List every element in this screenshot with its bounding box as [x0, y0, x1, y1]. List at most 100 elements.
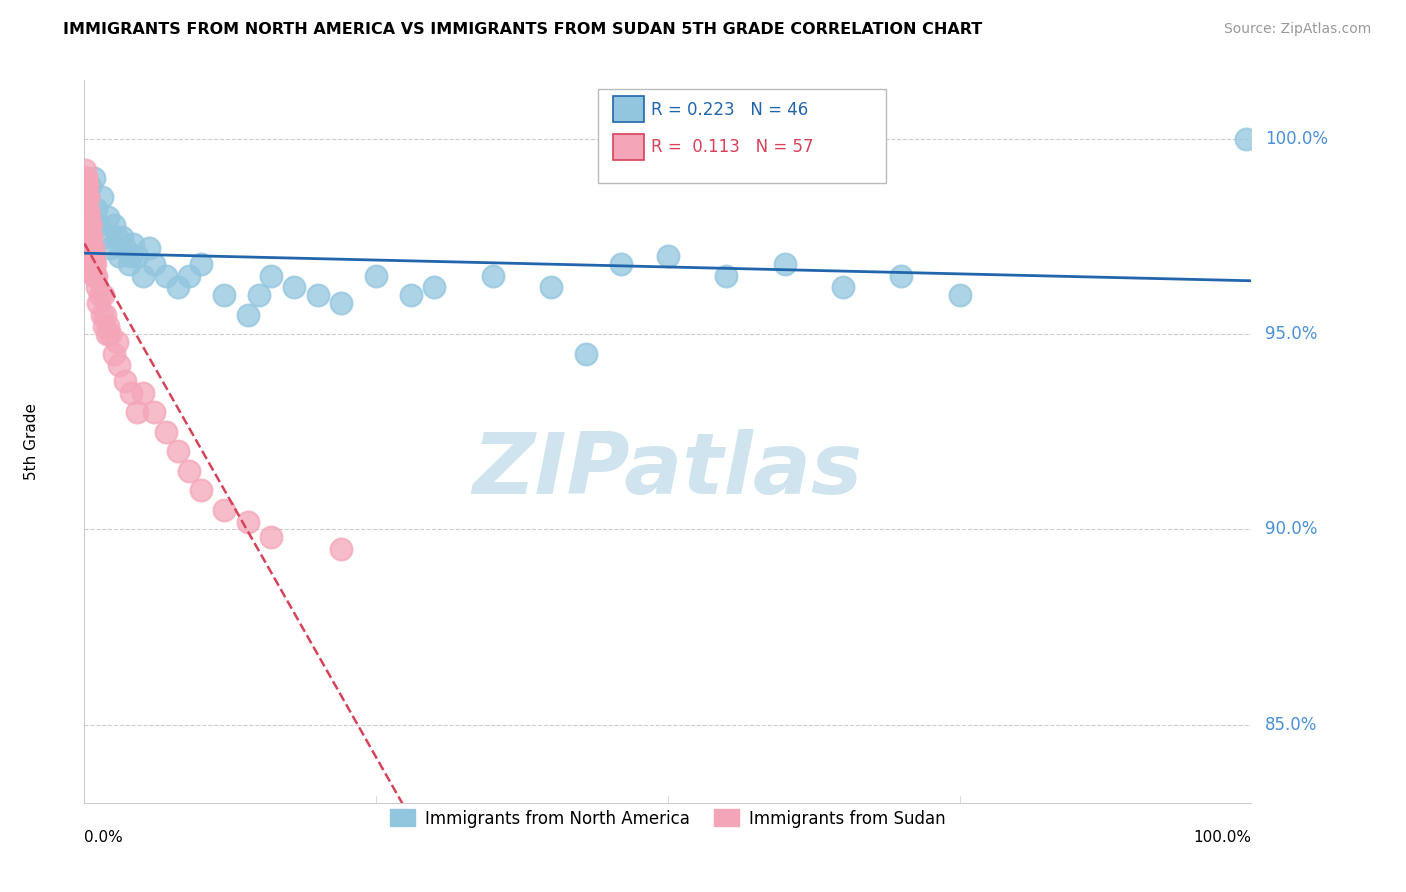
Point	[482, 268, 505, 283]
Point	[423, 280, 446, 294]
Point	[103, 218, 125, 232]
Point	[94, 308, 117, 322]
Text: 85.0%: 85.0%	[1265, 715, 1317, 734]
Point	[80, 249, 103, 263]
Point	[75, 170, 97, 185]
Point	[75, 178, 97, 193]
Point	[166, 444, 188, 458]
Point	[79, 241, 101, 255]
Point	[575, 346, 598, 360]
Point	[190, 483, 212, 498]
Point	[108, 249, 131, 263]
Point	[79, 218, 101, 232]
Point	[138, 241, 160, 255]
Point	[890, 268, 912, 283]
Point	[716, 268, 738, 283]
Point	[87, 218, 110, 232]
Point	[90, 308, 112, 322]
Point	[330, 541, 353, 556]
Point	[773, 257, 796, 271]
Point	[214, 503, 236, 517]
Point	[75, 190, 97, 204]
Point	[91, 288, 114, 302]
Text: 0.0%: 0.0%	[84, 830, 124, 845]
Point	[75, 170, 97, 185]
Point	[120, 385, 142, 400]
Point	[76, 178, 98, 193]
Point	[236, 308, 259, 322]
Legend: Immigrants from North America, Immigrants from Sudan: Immigrants from North America, Immigrant…	[382, 803, 953, 834]
Point	[125, 405, 148, 419]
Point	[75, 163, 97, 178]
Point	[179, 268, 201, 283]
Point	[77, 229, 100, 244]
Point	[114, 374, 136, 388]
Point	[84, 268, 107, 283]
Point	[77, 229, 100, 244]
Text: 100.0%: 100.0%	[1194, 830, 1251, 845]
Text: 100.0%: 100.0%	[1265, 130, 1329, 148]
Point	[166, 280, 188, 294]
Point	[82, 257, 104, 271]
Point	[283, 280, 305, 294]
Point	[307, 288, 329, 302]
Point	[80, 241, 103, 255]
Text: Source: ZipAtlas.com: Source: ZipAtlas.com	[1223, 22, 1371, 37]
Point	[79, 178, 101, 193]
Point	[90, 190, 112, 204]
Point	[77, 210, 100, 224]
Point	[80, 249, 103, 263]
Text: ZIPatlas: ZIPatlas	[472, 429, 863, 512]
Point	[540, 280, 562, 294]
Point	[84, 257, 107, 271]
Point	[330, 296, 353, 310]
Point	[76, 210, 98, 224]
Point	[179, 464, 201, 478]
Point	[79, 218, 101, 232]
Point	[610, 257, 633, 271]
Point	[214, 288, 236, 302]
Point	[105, 229, 128, 244]
Point	[76, 210, 98, 224]
Point	[260, 530, 283, 544]
Point	[86, 280, 108, 294]
Text: R = 0.223   N = 46: R = 0.223 N = 46	[651, 101, 808, 119]
Point	[83, 268, 105, 283]
Point	[97, 319, 120, 334]
Point	[111, 229, 134, 244]
Point	[77, 202, 100, 216]
Point	[94, 229, 117, 244]
Point	[73, 170, 96, 185]
Point	[114, 241, 136, 255]
Point	[98, 241, 121, 255]
Point	[96, 327, 118, 342]
Text: 90.0%: 90.0%	[1265, 520, 1317, 539]
Point	[87, 296, 110, 310]
Point	[657, 249, 679, 263]
Point	[366, 268, 388, 283]
Point	[832, 280, 855, 294]
Point	[1234, 132, 1257, 146]
Point	[79, 229, 101, 244]
Point	[249, 288, 271, 302]
Point	[76, 190, 98, 204]
Text: R =  0.113   N = 57: R = 0.113 N = 57	[651, 138, 814, 156]
Point	[143, 405, 166, 419]
Text: 95.0%: 95.0%	[1265, 326, 1317, 343]
Point	[93, 319, 115, 334]
Text: 5th Grade: 5th Grade	[24, 403, 39, 480]
Point	[97, 210, 120, 224]
Text: IMMIGRANTS FROM NORTH AMERICA VS IMMIGRANTS FROM SUDAN 5TH GRADE CORRELATION CHA: IMMIGRANTS FROM NORTH AMERICA VS IMMIGRA…	[63, 22, 983, 37]
Point	[120, 249, 142, 263]
Point	[82, 241, 104, 255]
Point	[76, 190, 98, 204]
Point	[76, 190, 98, 204]
Point	[236, 515, 259, 529]
Point	[260, 268, 283, 283]
Point	[132, 268, 155, 283]
Point	[143, 257, 166, 271]
Point	[80, 229, 103, 244]
Point	[155, 268, 177, 283]
Point	[118, 257, 141, 271]
Point	[83, 170, 105, 185]
